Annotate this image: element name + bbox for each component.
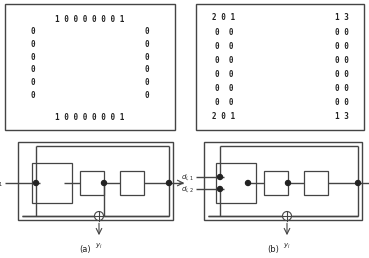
Text: 0: 0 <box>145 78 149 87</box>
Text: 0: 0 <box>31 40 35 49</box>
Text: 0: 0 <box>31 78 35 87</box>
Text: 1 0 0 0 0 0 0 1: 1 0 0 0 0 0 0 1 <box>55 15 125 25</box>
Bar <box>80 171 104 195</box>
Text: 0: 0 <box>31 53 35 62</box>
Bar <box>216 163 256 203</box>
Text: 0: 0 <box>31 65 35 74</box>
Circle shape <box>101 181 107 186</box>
Bar <box>304 171 328 195</box>
Text: 0 0: 0 0 <box>335 42 349 51</box>
Text: 0  0: 0 0 <box>215 98 233 107</box>
Text: 1 0 0 0 0 0 0 1: 1 0 0 0 0 0 0 1 <box>55 114 125 123</box>
Bar <box>224 171 248 195</box>
Text: 0 0: 0 0 <box>335 84 349 93</box>
Text: 0: 0 <box>31 28 35 36</box>
Text: $d_{i,1}$: $d_{i,1}$ <box>181 172 194 182</box>
Text: 0  0: 0 0 <box>215 84 233 93</box>
Bar <box>196 4 364 130</box>
Text: 0: 0 <box>145 40 149 49</box>
Bar <box>40 171 64 195</box>
Text: 1 3: 1 3 <box>335 112 349 122</box>
Text: 0  0: 0 0 <box>215 28 233 37</box>
Circle shape <box>283 212 292 221</box>
Bar <box>18 142 173 220</box>
Bar <box>204 142 362 220</box>
Text: 0 0: 0 0 <box>335 70 349 79</box>
Circle shape <box>217 174 223 180</box>
Text: 0: 0 <box>145 91 149 100</box>
Text: 0 0: 0 0 <box>335 56 349 65</box>
Circle shape <box>34 181 38 186</box>
Bar <box>120 171 144 195</box>
Bar <box>5 4 175 130</box>
Text: 2 0 1: 2 0 1 <box>213 112 235 122</box>
Circle shape <box>286 181 290 186</box>
Circle shape <box>166 181 172 186</box>
Text: (b): (b) <box>267 245 279 254</box>
Text: 0: 0 <box>145 28 149 36</box>
Text: $d_{i,2}$: $d_{i,2}$ <box>181 184 194 194</box>
Text: 0: 0 <box>145 53 149 62</box>
Text: 2 0 1: 2 0 1 <box>213 13 235 22</box>
Circle shape <box>94 212 103 221</box>
Text: 0: 0 <box>145 65 149 74</box>
Text: 0  0: 0 0 <box>215 70 233 79</box>
Circle shape <box>355 181 361 186</box>
Text: 0  0: 0 0 <box>215 42 233 51</box>
Bar <box>32 163 72 203</box>
Text: 0  0: 0 0 <box>215 56 233 65</box>
Circle shape <box>245 181 251 186</box>
Text: 0: 0 <box>31 91 35 100</box>
Text: $y_i$: $y_i$ <box>95 242 103 251</box>
Text: 1 3: 1 3 <box>335 13 349 22</box>
Text: 0 0: 0 0 <box>335 28 349 37</box>
Text: 0 0: 0 0 <box>335 98 349 107</box>
Text: $y_i$: $y_i$ <box>283 242 291 251</box>
Bar <box>264 171 288 195</box>
Text: $d_{i,1}$: $d_{i,1}$ <box>0 178 3 188</box>
Circle shape <box>217 187 223 191</box>
Text: (a): (a) <box>79 245 91 254</box>
